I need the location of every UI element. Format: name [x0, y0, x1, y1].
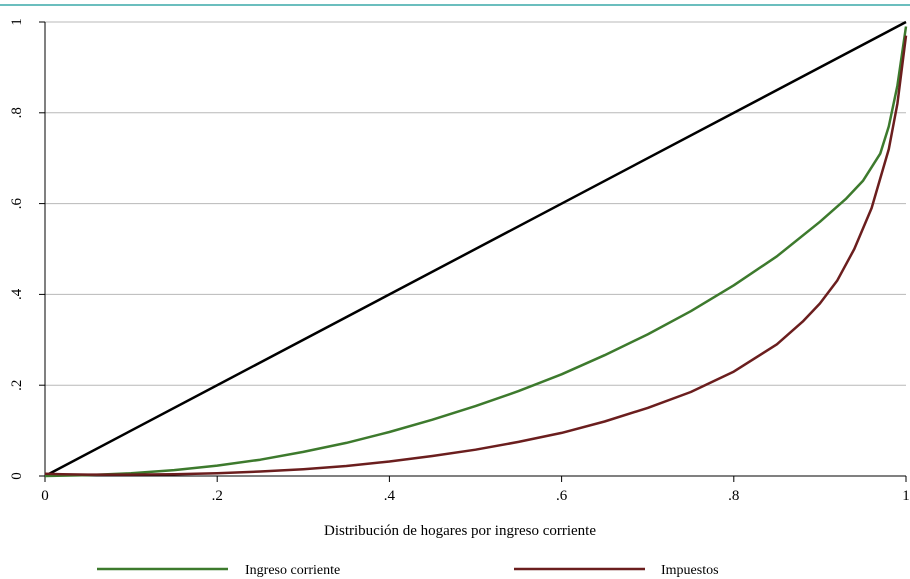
y-tick-label: .2 — [9, 380, 25, 391]
gridlines — [0, 4, 910, 386]
x-axis-title: Distribución de hogares por ingreso corr… — [324, 523, 596, 539]
legend-label: Impuestos — [661, 563, 719, 578]
y-tick-label: .8 — [9, 107, 25, 118]
series — [44, 20, 908, 478]
y-tick-label: .4 — [9, 288, 25, 300]
x-tick-label: 0 — [41, 488, 49, 504]
x-tick-label: 1 — [902, 488, 910, 504]
y-tick-label: .6 — [9, 197, 25, 209]
y-ticks: 0 .2 .4 .6 .8 1 — [9, 18, 45, 480]
x-tick-label: .6 — [556, 488, 568, 504]
y-tick-label: 0 — [9, 472, 25, 480]
x-ticks: 0 .2 .4 .6 .8 1 — [41, 476, 910, 504]
axes — [44, 22, 906, 477]
legend: Ingreso corriente Impuestos — [97, 563, 719, 578]
legend-label: Ingreso corriente — [245, 563, 340, 578]
equality-line — [44, 20, 907, 478]
x-tick-label: .8 — [728, 488, 739, 504]
x-tick-label: .2 — [212, 488, 223, 504]
series-line-impuestos — [44, 35, 908, 476]
series-line-ingreso-corriente — [44, 26, 908, 478]
y-tick-label: 1 — [9, 18, 25, 26]
x-tick-label: .4 — [384, 488, 396, 504]
